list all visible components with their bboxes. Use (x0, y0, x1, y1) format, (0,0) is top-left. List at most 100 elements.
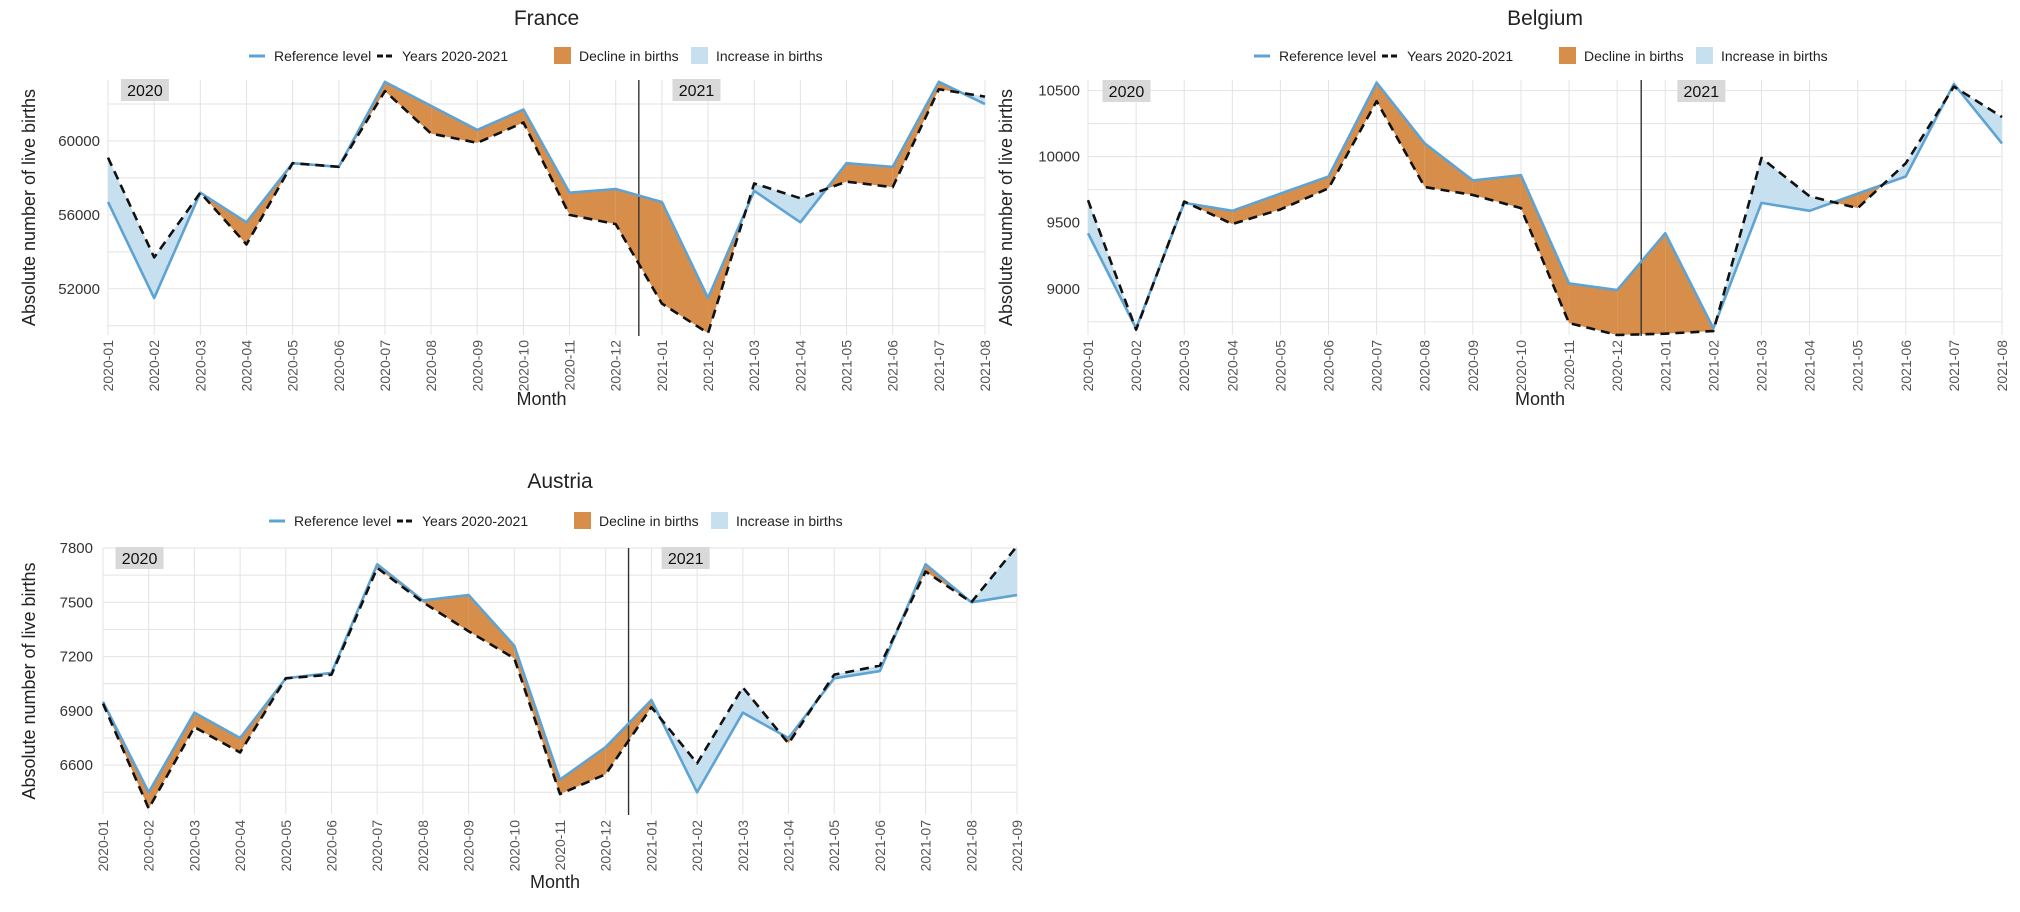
x-tick-label: 2020-04 (232, 820, 248, 872)
x-tick-label: 2020-05 (285, 340, 301, 392)
reference-level-line (101, 562, 1018, 794)
increase-area (108, 157, 155, 299)
x-tick-label: 2021-05 (839, 340, 855, 392)
year-label-2020-box (1102, 80, 1151, 102)
legend-decline-label: Decline in births (1584, 48, 1684, 64)
x-tick-label: 2021-07 (918, 820, 934, 872)
legend-years-label: Years 2020-2021 (402, 48, 508, 64)
increase-area (1761, 157, 1810, 211)
x-tick-label: 2020-11 (1561, 340, 1577, 391)
x-axis-title: Month (530, 872, 580, 892)
legend-increase-label: Increase in births (1721, 48, 1828, 64)
decline-area (431, 105, 478, 143)
x-tick-label: 2021-04 (781, 820, 797, 872)
increase-area (1809, 196, 1834, 211)
y-tick-label: 9500 (1047, 215, 1080, 232)
x-tick-label: 2020-07 (1369, 340, 1385, 392)
x-tick-label: 2021-03 (735, 820, 751, 872)
x-tick-label: 2021-01 (1657, 340, 1673, 392)
x-axis-title: Month (516, 389, 566, 409)
x-tick-label: 2021-09 (1009, 820, 1025, 872)
x-tick-label: 2021-07 (931, 340, 947, 392)
x-tick-label: 2020-10 (515, 340, 531, 392)
x-tick-label: 2021-08 (1994, 340, 2010, 392)
x-tick-label: 2020-02 (1128, 340, 1144, 392)
y-axis-title: Absolute number of live births (996, 89, 1016, 326)
decline-area (1520, 175, 1570, 324)
x-tick-label: 2021-05 (1850, 340, 1866, 392)
x-tick-label: 2020-08 (1417, 340, 1433, 392)
chart-title: Belgium (1507, 7, 1583, 30)
x-tick-label: 2020-06 (324, 820, 340, 872)
decline-area (1376, 82, 1425, 188)
years-2020-2021-line (101, 545, 1019, 810)
chart-title: Austria (527, 470, 593, 493)
decline-area (468, 595, 515, 659)
year-label-2021: 2021 (679, 83, 715, 100)
decline-area (892, 81, 939, 188)
x-tick-label: 2020-08 (415, 820, 431, 872)
year-label-2020-box (120, 79, 169, 101)
y-tick-label: 7200 (60, 649, 93, 666)
decline-area (1328, 82, 1377, 189)
x-tick-label: 2020-10 (1513, 340, 1529, 392)
x-tick-label: 2020-04 (1224, 340, 1240, 392)
legend-increase-swatch (691, 47, 708, 64)
reference-level-line (1086, 81, 2004, 330)
x-tick-label: 2020-12 (1609, 340, 1625, 392)
x-tick-label: 2020-11 (562, 340, 578, 391)
decline-area (523, 109, 570, 215)
decline-area (246, 163, 293, 245)
panel-belgium: 2020 2021 9000 9500 10000 10500 2020-01 2020-02… (996, 7, 2010, 409)
x-tick-label: 2021-01 (654, 340, 670, 392)
x-tick-label: 2021-06 (872, 820, 888, 872)
x-tick-label: 2020-03 (1176, 340, 1192, 392)
x-tick-label: 2021-04 (792, 340, 808, 392)
increase-area (754, 183, 801, 223)
x-tick-label: 2020-02 (141, 820, 157, 872)
x-tick-label: 2020-05 (1272, 340, 1288, 392)
x-tick-label: 2020-05 (278, 820, 294, 872)
year-label-2020-box (115, 547, 164, 569)
year-label-2020: 2020 (127, 83, 163, 100)
panel-france: 2020 2021 52000 56000 60000 2020-01 2020-02 202… (19, 7, 993, 409)
increase-area (697, 687, 743, 793)
x-tick-label: 2021-02 (700, 340, 716, 392)
x-tick-label: 2020-09 (1465, 340, 1481, 392)
x-tick-label: 2020-01 (1080, 340, 1096, 392)
legend-increase-label: Increase in births (716, 48, 823, 64)
x-tick-label: 2020-09 (469, 340, 485, 392)
x-tick-label: 2021-06 (1898, 340, 1914, 392)
x-tick-label: 2020-12 (598, 820, 614, 872)
legend-decline-swatch (574, 512, 591, 529)
x-tick-label: 2021-05 (826, 820, 842, 872)
years-2020-2021-line (1086, 85, 2003, 337)
decline-area (846, 163, 893, 188)
x-tick-label: 2020-04 (238, 340, 254, 392)
x-tick-label: 2020-06 (1321, 340, 1337, 392)
year-label-2020: 2020 (122, 551, 158, 568)
decline-area (194, 712, 241, 753)
year-label-2021-box (672, 79, 721, 101)
y-tick-label: 56000 (58, 207, 100, 224)
x-tick-label: 2020-08 (423, 340, 439, 392)
x-tick-label: 2020-12 (608, 340, 624, 392)
legend-decline-label: Decline in births (599, 513, 699, 529)
y-axis-title: Absolute number of live births (19, 89, 39, 326)
legend: Reference level Years 2020-2021 Decline in… (249, 47, 823, 64)
x-tick-label: 2021-04 (1802, 340, 1818, 392)
decline-area (1569, 283, 1618, 335)
legend-years-label: Years 2020-2021 (1407, 48, 1513, 64)
x-tick-label: 2020-11 (552, 820, 568, 871)
y-tick-label: 7800 (60, 540, 93, 557)
y-axis-title: Absolute number of live births (19, 562, 39, 799)
decline-area (569, 189, 616, 225)
x-tick-label: 2021-02 (689, 820, 705, 872)
y-tick-label: 9000 (1047, 281, 1080, 298)
decline-area (560, 747, 606, 795)
x-tick-label: 2021-08 (977, 340, 993, 392)
x-tick-label: 2020-10 (506, 820, 522, 872)
x-tick-label: 2020-07 (369, 820, 385, 872)
increase-area (1716, 157, 1762, 322)
